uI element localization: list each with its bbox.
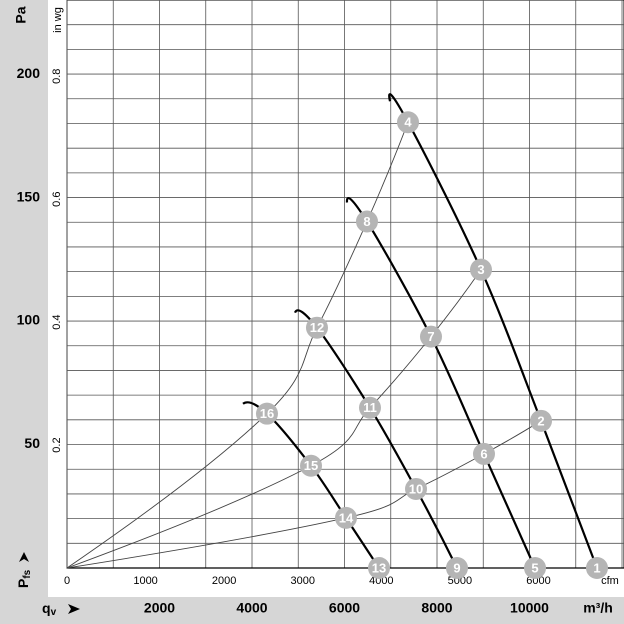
- system-curve: [66, 122, 409, 569]
- operating-point: [255, 402, 278, 425]
- y2-tick-label: 0.8: [51, 69, 63, 84]
- point-label: 8: [363, 214, 370, 229]
- left-strip: [0, 0, 48, 624]
- x-arrow: [68, 604, 80, 614]
- x2-tick-label: 3000: [291, 575, 315, 587]
- labels: Pa in wg cfm m³/h Pfs qv: [13, 6, 619, 617]
- x-axis-symbol: q: [42, 600, 51, 616]
- point-label: 10: [409, 481, 423, 496]
- y2-tick-label: 0.4: [51, 314, 63, 329]
- point-label: 13: [372, 560, 386, 575]
- point-label: 5: [531, 560, 538, 575]
- point-label: 1: [593, 560, 600, 575]
- operating-point: [524, 557, 547, 579]
- operating-point: [368, 557, 391, 579]
- point-label: 14: [339, 510, 354, 525]
- y2-axis-unit: in wg: [52, 7, 64, 33]
- x-axis-subscript: v: [51, 607, 57, 618]
- operating-point: [405, 477, 428, 500]
- y-axis-subscript: fs: [22, 569, 33, 578]
- x-tick-label: 8000: [421, 600, 452, 616]
- y-tick-label: 100: [17, 312, 41, 328]
- operating-point: [472, 442, 495, 465]
- point-label: 16: [260, 406, 274, 421]
- operating-point: [334, 506, 357, 529]
- operating-point: [419, 325, 442, 348]
- operating-point: [397, 111, 420, 134]
- x-tick-label: 2000: [144, 600, 175, 616]
- operating-point: [300, 454, 323, 477]
- y-tick-label: 200: [17, 65, 41, 81]
- operating-point: [585, 557, 608, 579]
- y-axis-symbol: P: [15, 579, 31, 588]
- x-tick-label: 6000: [329, 600, 360, 616]
- y2-tick-label: 0.2: [51, 437, 63, 452]
- y2-tick-label: 0.6: [51, 192, 63, 207]
- plot-area: [66, 0, 624, 569]
- point-label: 11: [363, 400, 377, 415]
- point-label: 9: [453, 560, 460, 575]
- point-label: 12: [310, 320, 324, 335]
- y-tick-label: 50: [24, 435, 40, 451]
- y-tick-label: 150: [17, 188, 41, 204]
- x2-axis-unit: cfm: [601, 575, 619, 587]
- x-tick-label: 10000: [510, 600, 549, 616]
- point-label: 7: [427, 329, 434, 344]
- bottom-strip: [0, 597, 624, 624]
- operating-point: [305, 316, 328, 339]
- operating-point: [469, 258, 492, 281]
- x-axis-label: qv: [42, 600, 57, 618]
- y-arrow: [19, 552, 29, 562]
- point-label: 6: [480, 446, 487, 461]
- operating-point: [358, 396, 381, 419]
- x2-tick-label: 0: [64, 575, 70, 587]
- x-tick-label: 4000: [236, 600, 267, 616]
- point-label: 3: [477, 262, 484, 277]
- y-axis-unit: Pa: [13, 6, 29, 23]
- point-label: 15: [304, 458, 318, 473]
- system-curve: [66, 269, 482, 569]
- operating-point: [355, 210, 378, 233]
- point-label: 2: [537, 413, 544, 428]
- x2-tick-label: 1000: [133, 575, 157, 587]
- operating-point: [445, 557, 468, 579]
- x2-tick-label: 2000: [212, 575, 236, 587]
- operating-point: [530, 409, 553, 432]
- y-axis-label: Pfs: [15, 569, 33, 588]
- point-label: 4: [404, 115, 412, 130]
- x-axis-unit: m³/h: [583, 600, 613, 616]
